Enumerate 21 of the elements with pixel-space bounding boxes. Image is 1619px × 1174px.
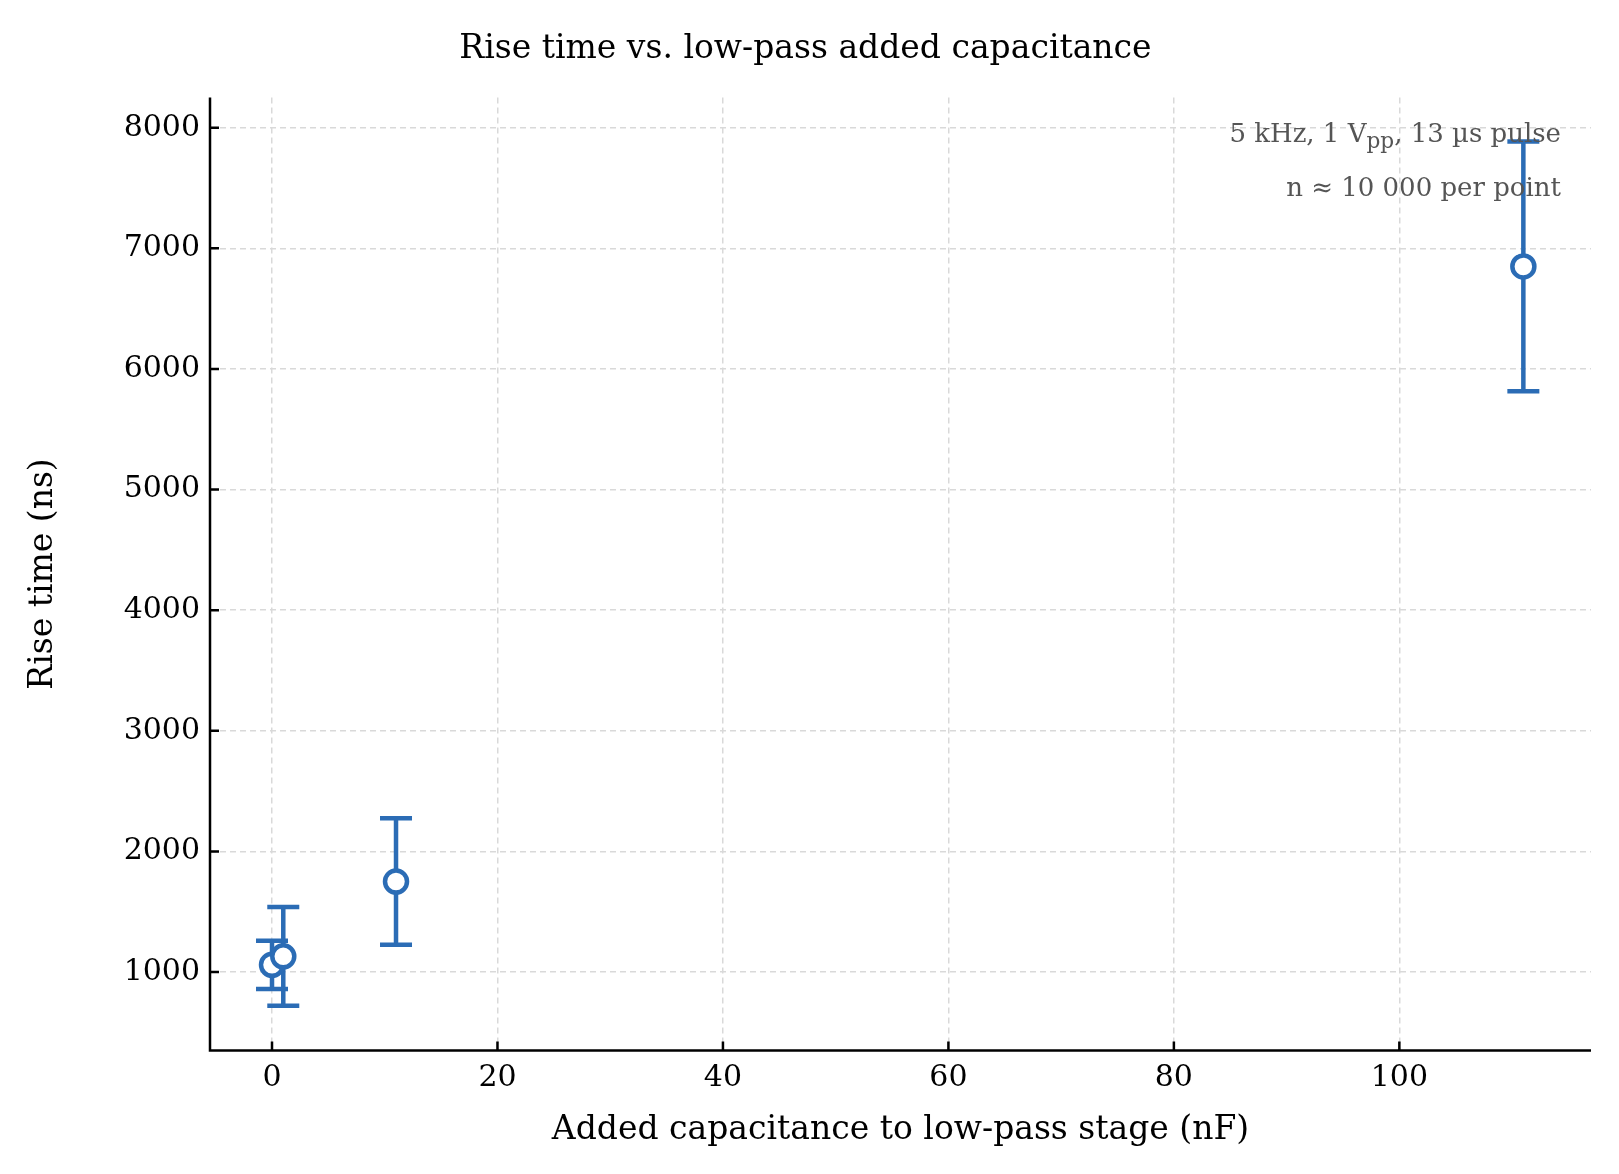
x-tick-label: 0 (262, 1058, 282, 1094)
point (270, 943, 297, 970)
point (1510, 253, 1537, 280)
y-tick-label: 6000 (123, 348, 200, 384)
annotation: 5 kHz, 1 V$_{pp}$, 13 µs pulse (1229, 116, 1561, 155)
y-tick-label: 2000 (123, 831, 200, 867)
x-tick-label: 80 (1154, 1058, 1193, 1094)
y-tick-label: 7000 (123, 228, 200, 264)
chart-title: Rise time vs. low-pass added capacitance (459, 27, 1152, 67)
x-tick-label: 40 (703, 1058, 743, 1094)
y-tick-label: 3000 (123, 710, 200, 746)
y-tick-label: 5000 (123, 469, 200, 505)
x-tick-label: 20 (478, 1058, 517, 1094)
y-tick-label: 1000 (123, 951, 200, 987)
y-axis-title: Rise time (ns) (21, 458, 61, 690)
x-axis-title: Added capacitance to low-pass stage (nF) (550, 1107, 1250, 1147)
point (382, 868, 410, 895)
y-tick-label: 8000 (123, 107, 200, 143)
x-tick-label: 100 (1370, 1058, 1428, 1094)
y-tick-label: 4000 (123, 589, 200, 625)
x-tick-label: 60 (929, 1058, 968, 1094)
